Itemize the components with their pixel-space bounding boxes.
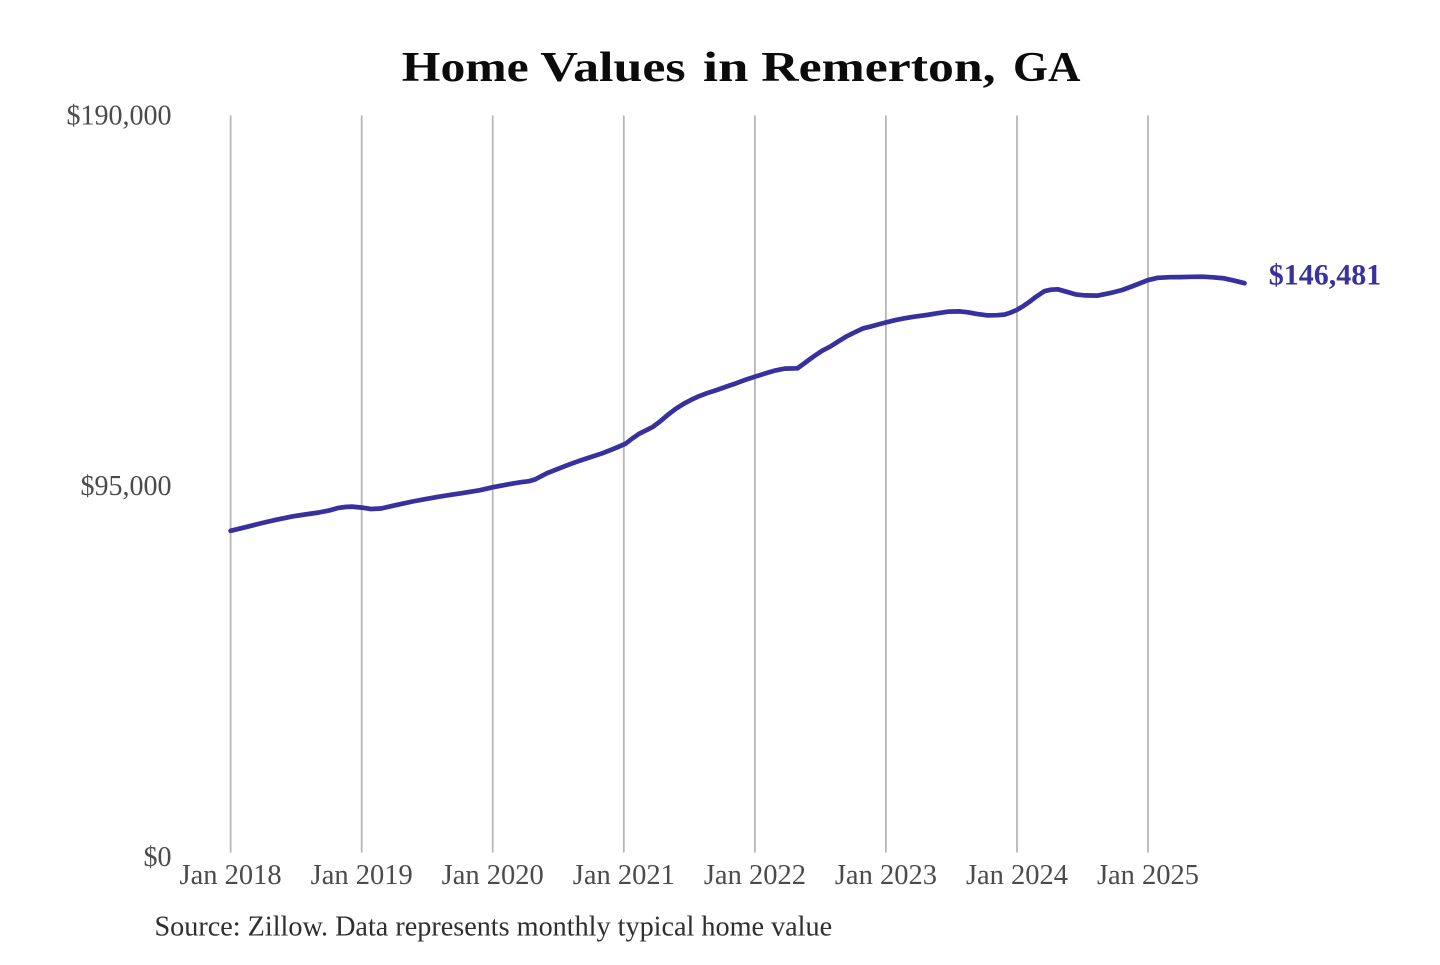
svg-text:Jan 2022: Jan 2022 (704, 860, 806, 891)
svg-text:GA: GA (1013, 44, 1081, 90)
svg-text:Jan 2024: Jan 2024 (966, 860, 1068, 891)
svg-text:Jan 2020: Jan 2020 (442, 860, 544, 891)
svg-text:in: in (703, 44, 749, 91)
svg-text:Jan 2019: Jan 2019 (311, 860, 413, 891)
svg-text:Home: Home (402, 43, 529, 90)
svg-text:$0: $0 (144, 842, 172, 873)
svg-text:Jan 2025: Jan 2025 (1097, 860, 1199, 891)
svg-text:$190,000: $190,000 (67, 100, 172, 131)
svg-text:Remerton,: Remerton, (761, 44, 995, 90)
svg-text:$146,481: $146,481 (1269, 259, 1382, 292)
svg-text:Values: Values (540, 44, 685, 90)
svg-text:Jan 2021: Jan 2021 (573, 860, 675, 891)
svg-text:$95,000: $95,000 (81, 471, 172, 502)
svg-text:Jan 2018: Jan 2018 (180, 860, 282, 891)
svg-text:Jan 2023: Jan 2023 (835, 860, 937, 891)
svg-text:Source: Zillow. Data represent: Source: Zillow. Data represents monthly … (155, 912, 833, 943)
